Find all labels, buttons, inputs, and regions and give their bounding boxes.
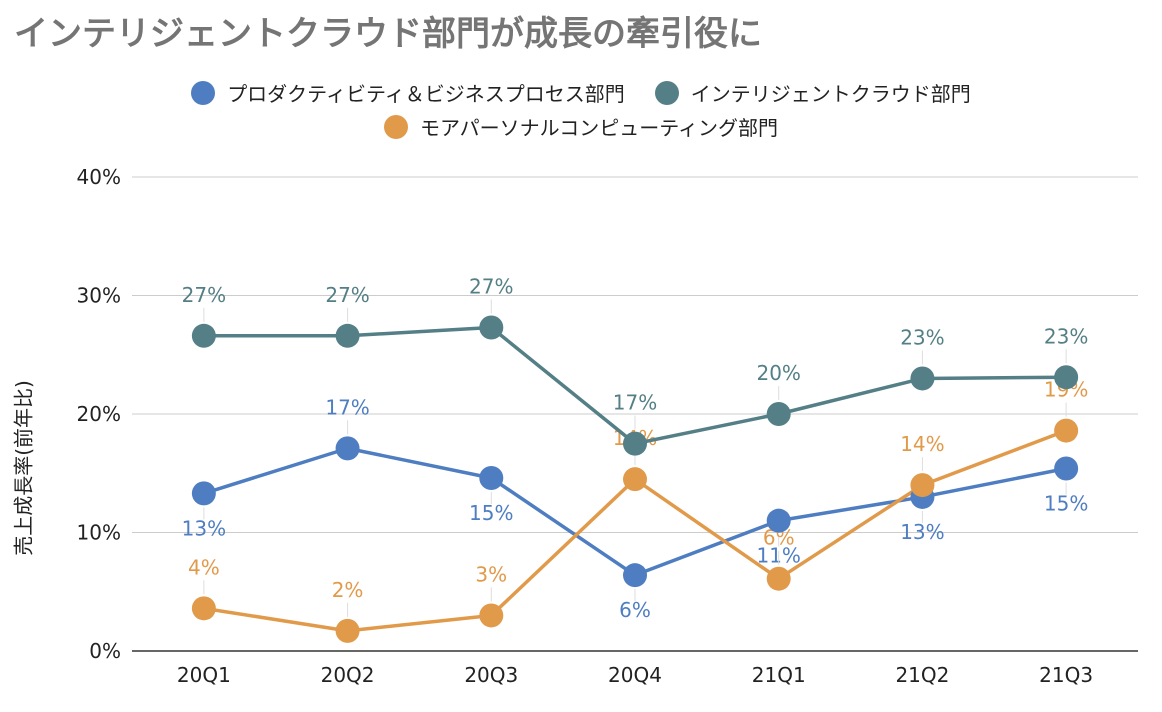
data-point — [191, 596, 216, 621]
data-label: 2% — [332, 578, 364, 602]
legend-label-intelligent-cloud: インテリジェントクラウド部門 — [690, 82, 971, 106]
data-label: 3% — [475, 562, 507, 586]
legend-item-personal-computing: モアパーソナルコンピューティング部門 — [384, 112, 778, 141]
x-tick-label: 20Q4 — [608, 663, 662, 687]
data-point — [766, 508, 791, 533]
y-tick-label: 20% — [77, 402, 121, 426]
data-label: 15% — [1044, 492, 1088, 516]
data-point — [479, 465, 504, 490]
data-label: 27% — [182, 283, 226, 307]
legend-item-productivity: プロダクティビティ＆ビジネスプロセス部門 — [191, 78, 625, 107]
data-point — [191, 481, 216, 506]
data-label: 23% — [900, 325, 944, 349]
legend-row-1: プロダクティビティ＆ビジネスプロセス部門 インテリジェントクラウド部門 — [0, 78, 1162, 107]
data-label: 13% — [900, 520, 944, 544]
data-point — [191, 323, 216, 348]
y-tick-label: 0% — [89, 639, 121, 663]
data-label: 27% — [469, 274, 513, 298]
data-point — [910, 366, 935, 391]
data-label: 20% — [756, 361, 800, 385]
legend-label-personal-computing: モアパーソナルコンピューティング部門 — [420, 116, 778, 140]
y-tick-label: 30% — [77, 284, 121, 308]
legend-marker-intelligent-cloud — [654, 80, 679, 105]
legend-label-productivity: プロダクティビティ＆ビジネスプロセス部門 — [227, 82, 625, 106]
data-label: 23% — [1044, 324, 1088, 348]
data-point — [623, 431, 647, 456]
x-tick-label: 20Q1 — [177, 663, 231, 687]
x-tick-label: 21Q1 — [752, 663, 806, 687]
data-label: 4% — [188, 555, 220, 579]
data-point — [766, 566, 791, 591]
y-axis-label: 売上成長率(前年比) — [11, 380, 36, 556]
legend-marker-personal-computing — [384, 114, 408, 139]
data-point — [1054, 365, 1079, 390]
data-point — [766, 402, 791, 426]
data-label: 27% — [325, 283, 369, 307]
data-point — [1054, 418, 1079, 443]
data-point — [335, 618, 360, 643]
data-label: 17% — [325, 395, 369, 419]
data-point — [335, 323, 360, 348]
x-tick-label: 20Q3 — [464, 663, 518, 687]
x-tick-label: 21Q2 — [895, 663, 949, 687]
data-label: 17% — [613, 391, 657, 415]
x-tick-label: 20Q2 — [321, 663, 375, 687]
legend-item-intelligent-cloud: インテリジェントクラウド部門 — [654, 78, 971, 107]
data-point — [479, 603, 504, 628]
data-point — [335, 436, 360, 461]
y-tick-label: 10% — [77, 521, 121, 545]
data-point — [623, 467, 647, 492]
data-point — [1054, 456, 1079, 481]
x-tick-label: 21Q3 — [1039, 663, 1093, 687]
data-label: 13% — [182, 516, 226, 540]
legend-marker-productivity — [191, 80, 216, 105]
data-point — [910, 473, 935, 498]
data-label: 6% — [619, 598, 651, 622]
data-point — [479, 315, 504, 340]
y-tick-label: 40% — [77, 165, 121, 189]
legend-row-2: モアパーソナルコンピューティング部門 — [0, 112, 1162, 141]
data-point — [623, 563, 647, 588]
data-label: 14% — [900, 432, 944, 456]
chart-title: インテリジェントクラウド部門が成長の牽引役に — [14, 14, 762, 54]
data-label: 15% — [469, 501, 513, 525]
